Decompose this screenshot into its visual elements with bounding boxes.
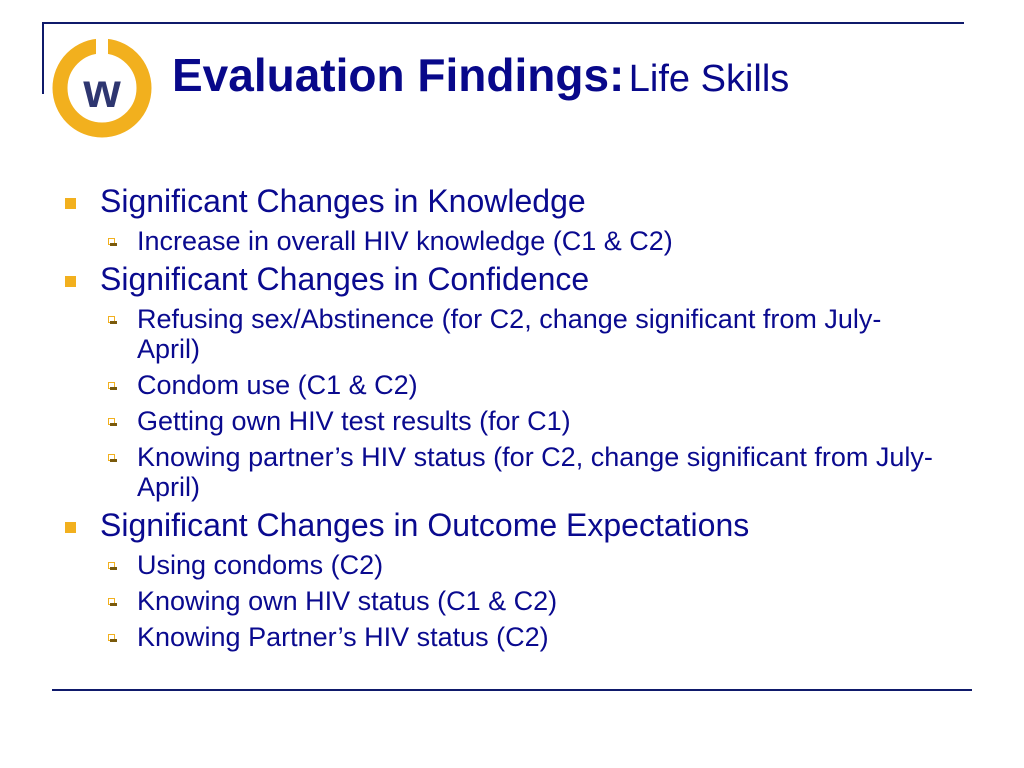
- hollow-box-bullet-icon: [108, 316, 117, 324]
- section-heading: Significant Changes in Knowledge: [100, 183, 586, 219]
- hollow-box-bullet-icon: [108, 562, 117, 570]
- square-bullet-icon: [65, 276, 76, 287]
- bullet-list: Significant Changes in Knowledge Increas…: [60, 178, 960, 652]
- logo-graphic: w: [52, 38, 152, 138]
- list-item: Increase in overall HIV knowledge (C1 & …: [60, 226, 937, 256]
- list-item-text: Knowing partner’s HIV status (for C2, ch…: [137, 442, 933, 502]
- square-bullet-icon: [65, 522, 76, 533]
- square-bullet-icon: [65, 198, 76, 209]
- list-item: Knowing Partner’s HIV status (C2): [60, 622, 937, 652]
- logo-letter: w: [82, 65, 121, 118]
- list-item: Getting own HIV test results (for C1): [60, 406, 937, 436]
- section-heading: Significant Changes in Outcome Expectati…: [100, 507, 750, 543]
- hollow-box-bullet-icon: [108, 418, 117, 426]
- slide-title: Evaluation Findings: Life Skills: [172, 48, 789, 102]
- list-item-text: Using condoms (C2): [137, 550, 384, 580]
- section-outcome-expectations: Significant Changes in Outcome Expectati…: [60, 506, 960, 544]
- left-border-line: [42, 22, 44, 94]
- list-item-text: Knowing Partner’s HIV status (C2): [137, 622, 549, 652]
- list-item-text: Condom use (C1 & C2): [137, 370, 418, 400]
- title-main: Evaluation Findings:: [172, 49, 625, 101]
- list-item-text: Increase in overall HIV knowledge (C1 & …: [137, 226, 673, 256]
- hollow-box-bullet-icon: [108, 238, 117, 246]
- list-item: Condom use (C1 & C2): [60, 370, 937, 400]
- hollow-box-bullet-icon: [108, 598, 117, 606]
- section-confidence: Significant Changes in Confidence: [60, 260, 960, 298]
- list-item-text: Knowing own HIV status (C1 & C2): [137, 586, 558, 616]
- list-item: Using condoms (C2): [60, 550, 937, 580]
- list-item-text: Getting own HIV test results (for C1): [137, 406, 571, 436]
- title-subtitle: Life Skills: [628, 58, 790, 100]
- section-heading: Significant Changes in Confidence: [100, 261, 590, 297]
- list-item: Refusing sex/Abstinence (for C2, change …: [60, 304, 937, 364]
- section-knowledge: Significant Changes in Knowledge: [60, 182, 960, 220]
- list-item-text: Refusing sex/Abstinence (for C2, change …: [137, 304, 882, 364]
- hollow-box-bullet-icon: [108, 382, 117, 390]
- logo-ring-gap: [96, 38, 108, 60]
- bottom-border-line: [52, 689, 972, 691]
- logo: w: [50, 36, 154, 140]
- top-border-line: [42, 22, 964, 24]
- list-item: Knowing own HIV status (C1 & C2): [60, 586, 937, 616]
- hollow-box-bullet-icon: [108, 454, 117, 462]
- list-item: Knowing partner’s HIV status (for C2, ch…: [60, 442, 937, 502]
- hollow-box-bullet-icon: [108, 634, 117, 642]
